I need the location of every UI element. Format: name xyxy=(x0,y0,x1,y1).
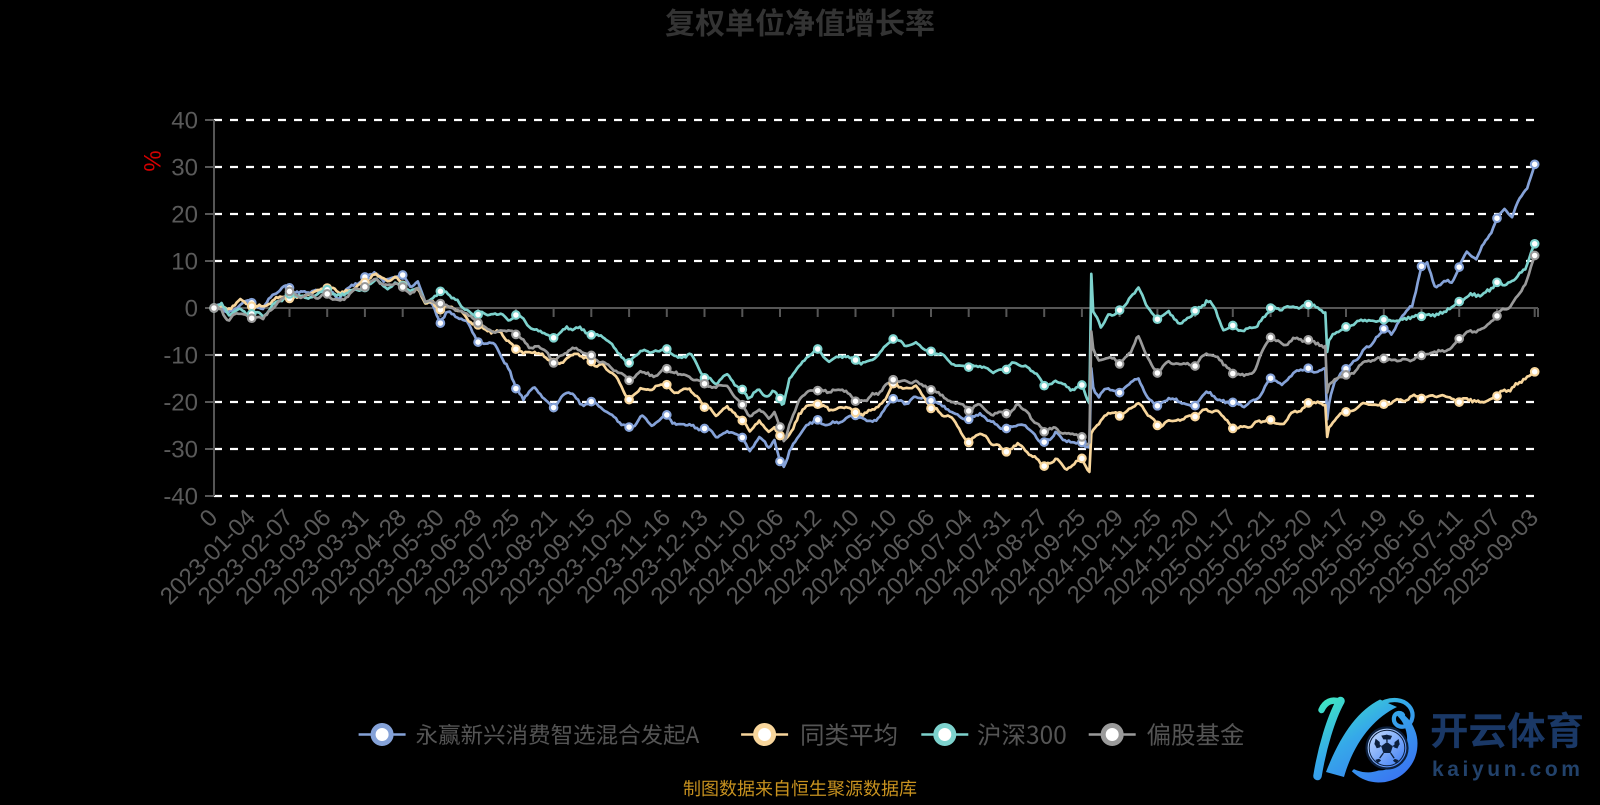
svg-text:40: 40 xyxy=(171,108,198,135)
svg-text:10: 10 xyxy=(171,249,198,276)
svg-text:%: % xyxy=(138,150,165,171)
svg-text:-10: -10 xyxy=(163,343,198,370)
svg-text:30: 30 xyxy=(171,155,198,182)
svg-text:kaiyun.com: kaiyun.com xyxy=(1432,758,1584,781)
svg-text:-30: -30 xyxy=(163,437,198,464)
svg-text:0: 0 xyxy=(185,296,198,323)
svg-text:20: 20 xyxy=(171,202,198,229)
svg-text:-40: -40 xyxy=(163,484,198,511)
svg-text:-20: -20 xyxy=(163,390,198,417)
